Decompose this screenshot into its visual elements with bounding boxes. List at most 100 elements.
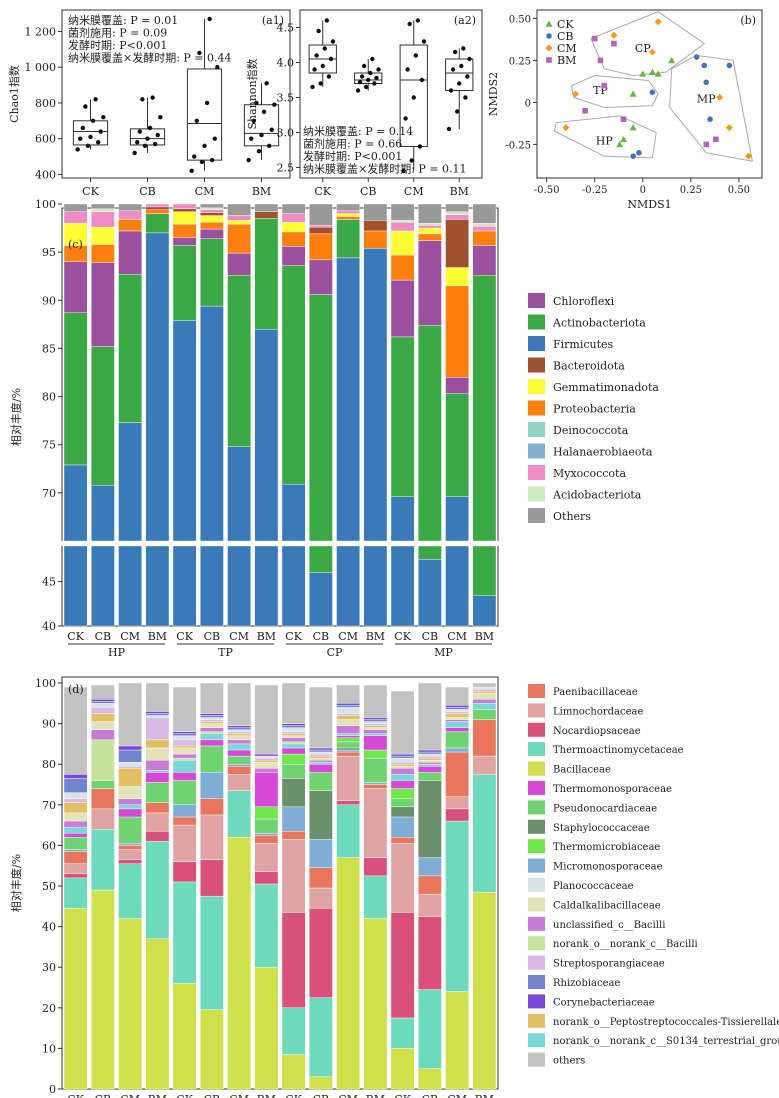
legend-label: Thermomicrobiaceae xyxy=(553,842,660,853)
y-tick-label: 90 xyxy=(42,718,56,731)
bar-segment-norank_o__norank_c__S0134_terrestrial_group xyxy=(445,721,469,728)
data-point xyxy=(316,28,321,34)
bar-segment-Firmicutes xyxy=(227,545,251,627)
data-point xyxy=(376,67,381,72)
data-point xyxy=(132,150,137,156)
bar-segment-Thermomonosporaceae xyxy=(118,808,142,818)
marker-CK xyxy=(545,20,553,27)
bar-segment-Nocardiopsaceae xyxy=(281,912,306,1009)
bar-segment-Streptosporangiaceae xyxy=(309,753,333,757)
bar-segment-Others xyxy=(418,203,442,224)
x-tick-label: CB xyxy=(204,1093,221,1098)
bar-segment-Myxococcota xyxy=(445,214,469,220)
x-tick-label: 0.50 xyxy=(728,185,750,196)
panel-a1: 400 600 800 1 000 1 200 CK CB CM BM (a1) Chao1指数 纳米… xyxy=(7,9,291,198)
bar-segment-Others xyxy=(309,203,333,226)
bar-segment-unclassified_c__Bacilli xyxy=(227,739,251,745)
bar-segment-Actinobacteriota xyxy=(472,275,497,542)
bar-segment-Firmicutes xyxy=(281,483,306,542)
legend-label: Planococcaceae xyxy=(553,881,634,892)
bar-segment-norank_o__norank_c__S0134_terrestrial_group xyxy=(472,703,497,710)
bar-segment-Myxococcota xyxy=(390,222,415,232)
legend-label: norank_o__Peptostreptococcales-Tissierel… xyxy=(553,1017,779,1028)
bar-segment-Bacillaceae xyxy=(63,908,88,1090)
bar-segment-Proteobacteria xyxy=(172,224,197,238)
bar-segment-Thermomonosporaceae xyxy=(145,772,170,783)
marker-BM xyxy=(620,116,627,122)
bar-segment-Nocardiopsaceae xyxy=(336,800,360,805)
bar-segment-Limnochordaceae xyxy=(309,887,333,909)
group-hull xyxy=(590,11,706,77)
stat-line: 菌剂施用: P = 0.66 xyxy=(303,137,402,151)
bar-segment-others xyxy=(145,682,170,712)
bar-segment-Staphylococcaceae xyxy=(309,790,333,840)
bar-segment-Firmicutes xyxy=(309,572,333,627)
bar-segment-norank_o__norank_c__Bacilli xyxy=(200,731,224,734)
bar-segment-Pseudonocardiaceae xyxy=(118,816,142,844)
data-point xyxy=(145,136,150,141)
marker-CB xyxy=(701,62,708,69)
bar-segment-Staphylococcaceae xyxy=(336,747,360,751)
y-tick-label: 3.0 xyxy=(277,127,295,140)
bar-segment-Bacteroidota xyxy=(200,212,224,216)
legend-label: Deinococcota xyxy=(553,424,629,437)
bar-segment-Caldalkalibacillaceae xyxy=(281,735,306,739)
legend-label: others xyxy=(553,1056,585,1067)
x-tick-label: CM xyxy=(447,630,467,643)
bar-segment-Myxococcota xyxy=(281,213,306,223)
stat-line: 纳米膜覆盖: P = 0.14 xyxy=(303,124,413,138)
x-tick-label: CK xyxy=(394,1093,411,1098)
bar-segment-Streptosporangiaceae xyxy=(200,719,224,722)
bar-segment-Myxococcota xyxy=(200,209,224,213)
bar-segment-Thermoactinomycetaceae xyxy=(63,877,88,909)
bar-segment-Paenibacillaceae xyxy=(418,875,442,895)
data-point xyxy=(246,157,251,163)
bar-segment-Limnochordaceae xyxy=(363,788,388,858)
bar-segment-Rhizobiaceae xyxy=(281,725,306,728)
bar-segment-others xyxy=(227,682,251,726)
stat-line: 发酵时期: P<0.001 xyxy=(68,38,167,52)
x-tick-label: CK xyxy=(314,185,331,198)
bar-segment-Thermoactinomycetaceae xyxy=(363,875,388,919)
box-CB xyxy=(129,128,166,146)
bar-segment-Micromonosporaceae xyxy=(309,839,333,868)
bar-segment-Bacillaceae xyxy=(227,837,251,1090)
bar-segment-Pseudonocardiaceae xyxy=(309,772,333,791)
legend-label: norank_o__norank_c__Bacilli xyxy=(553,939,698,950)
data-point xyxy=(463,95,468,100)
legend-label: Limnochordaceae xyxy=(553,706,643,717)
bar-segment-Nocardiopsaceae xyxy=(390,912,415,1019)
marker-CK xyxy=(629,90,637,97)
bar-segment-Caldalkalibacillaceae xyxy=(472,692,497,700)
legend-label: Caldalkalibacillaceae xyxy=(553,900,661,911)
x-tick-label: CB xyxy=(95,1093,112,1098)
bar-segment-Firmicutes xyxy=(172,320,197,542)
bar-segment-Corynebacteriaceae xyxy=(336,703,360,706)
legend-swatch xyxy=(528,858,545,873)
bar-segment-Paenibacillaceae xyxy=(254,835,279,844)
legend-label: Bacillaceae xyxy=(553,765,611,776)
x-tick-label: CK xyxy=(82,185,99,198)
bar-segment-Bacillaceae xyxy=(254,967,279,1090)
bar-segment-Thermomonosporaceae xyxy=(336,735,360,739)
bar-segment-Thermoactinomycetaceae xyxy=(336,804,360,858)
x-tick-label: BM xyxy=(148,630,167,643)
bar-segment-Corynebacteriaceae xyxy=(281,723,306,726)
bar-segment-Bacillaceae xyxy=(309,1076,333,1090)
bar-segment-Pseudonocardiaceae xyxy=(145,782,170,803)
bar-segment-Limnochordaceae xyxy=(254,843,279,872)
bar-segment-Planococcaceae xyxy=(172,735,197,741)
bar-segment-Paenibacillaceae xyxy=(336,751,360,757)
x-tick-label: BM xyxy=(366,630,385,643)
bar-segment-Paenibacillaceae xyxy=(390,837,415,844)
bar-segment-Corynebacteriaceae xyxy=(91,699,115,702)
bar-segment-norank_o__norank_c__S0134_terrestrial_group xyxy=(172,759,197,773)
bar-segment-Limnochordaceae xyxy=(281,839,306,913)
data-point xyxy=(405,67,410,72)
bar-segment-Paenibacillaceae xyxy=(91,788,115,810)
bar-segment-Streptosporangiaceae xyxy=(91,707,115,714)
legend-label: Pseudonocardiaceae xyxy=(553,803,657,814)
bar-segment-Pseudonocardiaceae xyxy=(91,780,115,789)
bar-segment-Chloroflexi xyxy=(281,246,306,266)
data-point xyxy=(137,129,143,134)
